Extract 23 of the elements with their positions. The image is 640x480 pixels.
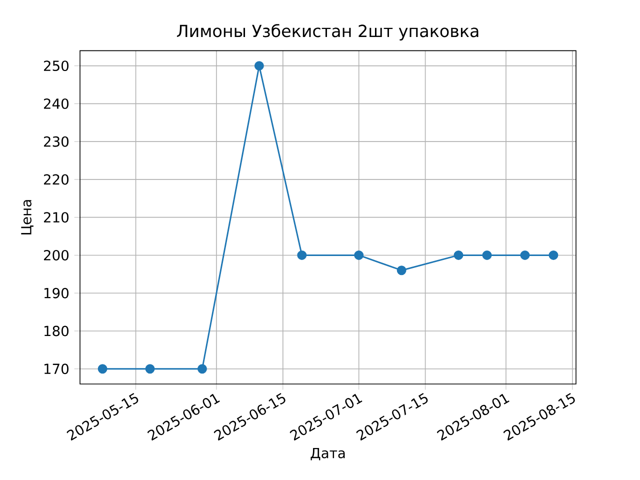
point	[98, 364, 108, 374]
point	[482, 250, 492, 260]
y-tick-label: 170	[44, 364, 69, 374]
point	[454, 250, 464, 260]
point	[197, 364, 207, 374]
y-tick-label: 230	[44, 136, 69, 147]
chart-title: Лимоны Узбекистан 2шт упаковка	[176, 24, 478, 40]
point	[354, 250, 364, 260]
point	[548, 250, 558, 260]
point	[396, 266, 406, 276]
y-tick-label: 200	[44, 250, 69, 260]
point	[297, 250, 307, 260]
y-tick-label: 250	[44, 60, 69, 72]
y-tick-label: 210	[44, 212, 69, 223]
y-tick-label: 180	[44, 326, 69, 336]
point	[145, 364, 155, 374]
y-tick-label: 190	[44, 288, 69, 298]
y-tick-label: 220	[44, 174, 69, 185]
point	[254, 61, 264, 71]
point	[520, 250, 530, 260]
x-axis-title: Дата	[310, 448, 345, 460]
y-axis-title: Цена	[21, 200, 34, 234]
y-tick-label: 240	[44, 98, 69, 109]
